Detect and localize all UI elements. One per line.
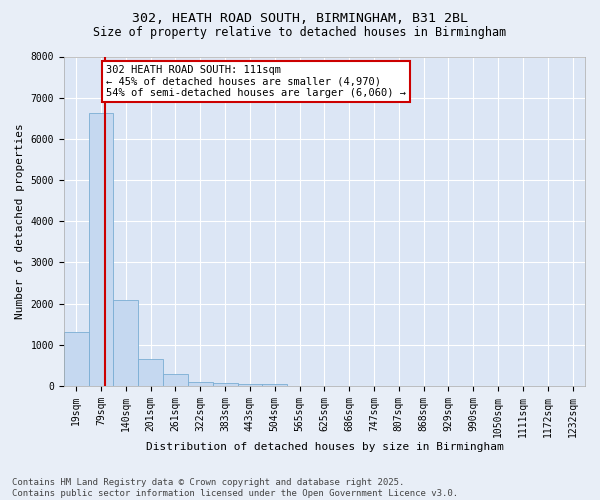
X-axis label: Distribution of detached houses by size in Birmingham: Distribution of detached houses by size …	[146, 442, 503, 452]
Bar	[89, 113, 113, 386]
Text: Size of property relative to detached houses in Birmingham: Size of property relative to detached ho…	[94, 26, 506, 39]
Bar	[212, 383, 238, 386]
Text: Contains HM Land Registry data © Crown copyright and database right 2025.
Contai: Contains HM Land Registry data © Crown c…	[12, 478, 458, 498]
Y-axis label: Number of detached properties: Number of detached properties	[15, 124, 25, 319]
Bar	[138, 359, 163, 386]
Bar	[238, 384, 262, 386]
Bar	[188, 382, 212, 386]
Bar	[163, 374, 188, 386]
Bar	[64, 332, 89, 386]
Bar	[113, 300, 138, 386]
Text: 302, HEATH ROAD SOUTH, BIRMINGHAM, B31 2BL: 302, HEATH ROAD SOUTH, BIRMINGHAM, B31 2…	[132, 12, 468, 26]
Bar	[262, 384, 287, 386]
Text: 302 HEATH ROAD SOUTH: 111sqm
← 45% of detached houses are smaller (4,970)
54% of: 302 HEATH ROAD SOUTH: 111sqm ← 45% of de…	[106, 64, 406, 98]
